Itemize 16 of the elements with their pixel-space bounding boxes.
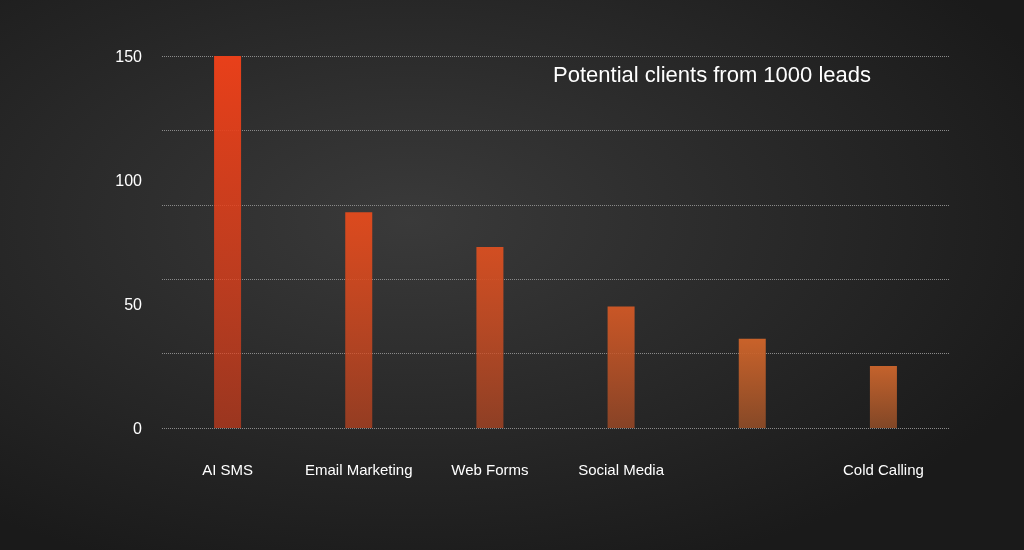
chart-title: Potential clients from 1000 leads: [553, 61, 872, 87]
y-tick-label: 150: [115, 47, 143, 65]
x-tick-label: Social Media: [578, 461, 665, 478]
bar: [738, 338, 766, 428]
bar: [214, 56, 242, 428]
bar: [345, 212, 373, 428]
y-tick-label: 0: [133, 419, 143, 437]
bar: [476, 246, 504, 428]
x-tick-label: Email Marketing: [304, 461, 413, 478]
bar: [607, 306, 635, 428]
x-tick-label: Web Forms: [451, 461, 529, 478]
y-tick-label: 50: [124, 295, 143, 313]
y-tick-label: 100: [115, 171, 143, 189]
x-tick-label: AI SMS: [202, 461, 254, 478]
bar: [869, 366, 897, 428]
x-tick-label: Cold Calling: [842, 461, 924, 478]
